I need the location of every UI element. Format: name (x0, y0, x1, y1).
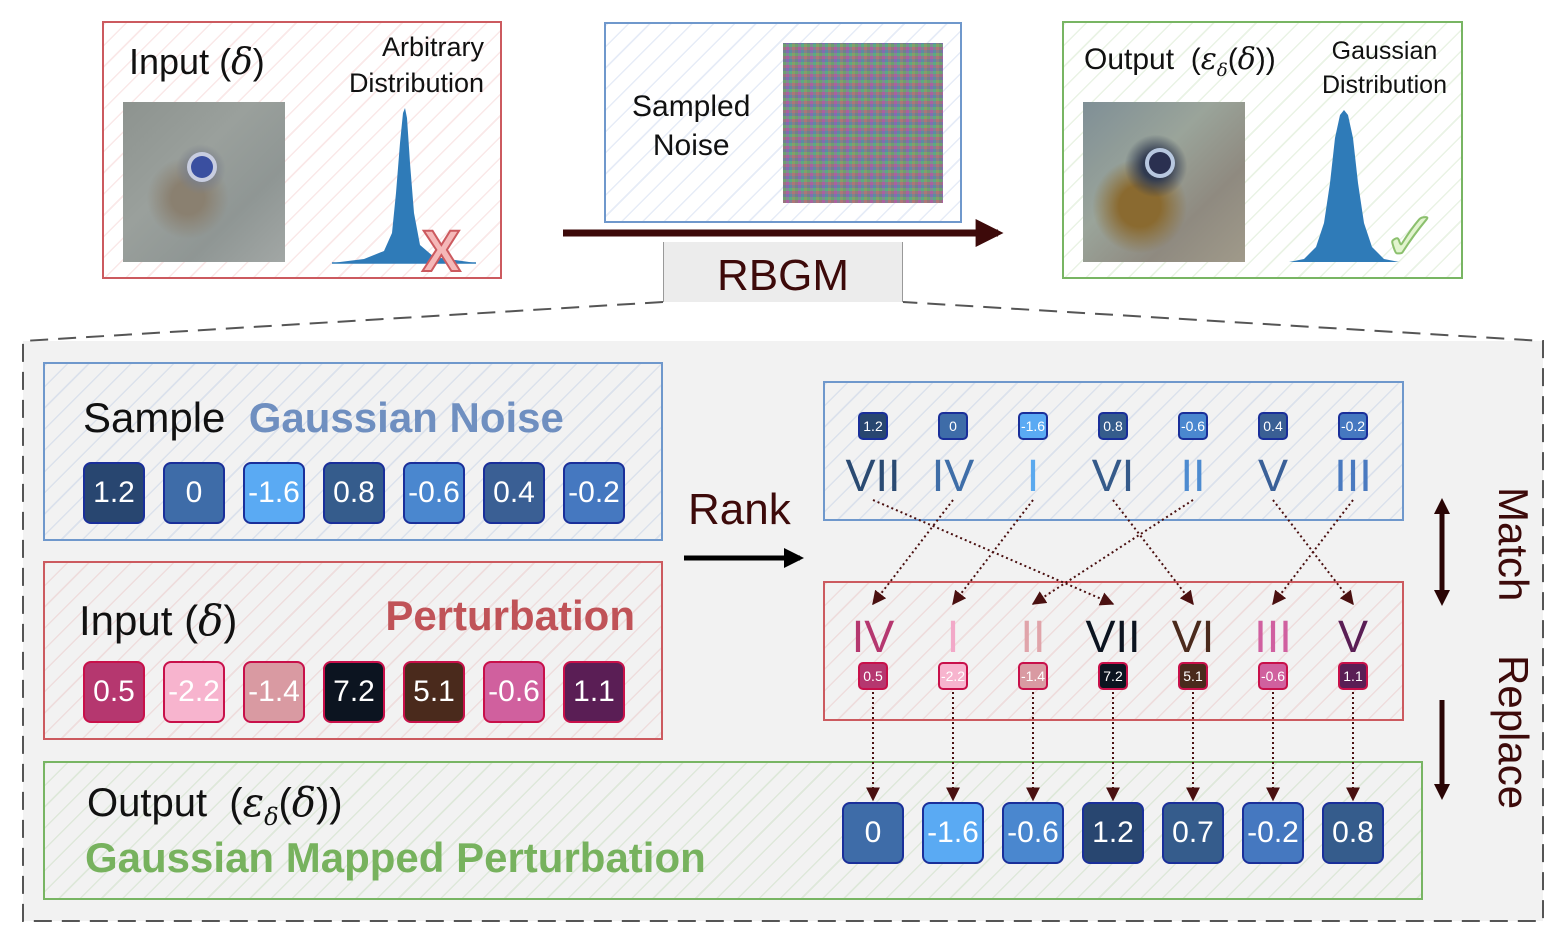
arbitrary-distribution-label: Arbitrary Distribution (348, 32, 484, 99)
perturbation-value-tile: -2.2 (163, 661, 225, 723)
top-output-title: Output (εδ(δ)) (1084, 42, 1276, 81)
output-center-dot (1149, 152, 1171, 174)
input-rank-label: IV (851, 611, 895, 662)
ranked-noise-value-tile: -1.6 (1018, 412, 1048, 440)
input-perturbation-image (123, 102, 285, 262)
perturbation-label: Perturbation (385, 592, 635, 639)
replace-label: Replace (1490, 655, 1537, 810)
input-rank-label: VII (1085, 611, 1141, 662)
noise-value-tile: 1.2 (83, 462, 145, 524)
perturbation-value-tile: 1.1 (563, 661, 625, 723)
perturbation-value-tile: -1.4 (243, 661, 305, 723)
noise-rank-label: V (1257, 450, 1288, 501)
input-rank-label: V (1337, 611, 1368, 662)
x-mark-icon: X (421, 219, 462, 284)
input-rank-label: I (946, 611, 960, 662)
ranked-input-value-tile: 0.5 (858, 662, 888, 690)
output-value-tile: 1.2 (1082, 802, 1144, 864)
ranked-input-value-tile: -0.6 (1258, 662, 1288, 690)
ranked-noise-panel (823, 381, 1404, 521)
gaussian-histogram (1289, 110, 1399, 262)
sample-panel-title: Sample Gaussian Noise (83, 394, 564, 441)
output-value-tile: -0.6 (1002, 802, 1064, 864)
noise-rank-label: IV (931, 450, 975, 501)
rbgm-label: RBGM (717, 251, 849, 300)
noise-image (783, 43, 943, 203)
noise-value-tile: -0.6 (403, 462, 465, 524)
sampled-noise-panel: Sampled Noise (604, 22, 962, 223)
ranked-noise-value-tile: 1.2 (858, 412, 888, 440)
match-label: Match (1490, 487, 1537, 602)
sample-gaussian-noise-panel: Sample Gaussian Noise 1.2 0 -1.6 0.8 -0.6 0.4… (43, 362, 663, 541)
zoom-dashed-outline (22, 301, 1544, 922)
sampled-noise-label: Sampled Noise (632, 90, 751, 162)
perturbation-value-tile: 7.2 (323, 661, 385, 723)
noise-value-tile: 0.4 (483, 462, 545, 524)
top-input-panel: Input (δ) Arbitrary Distribution X (102, 21, 502, 284)
gaussian-distribution-label: Gaussian Distribution (1321, 37, 1447, 99)
rank-label: Rank (688, 485, 791, 534)
output-value-tile: -1.6 (922, 802, 984, 864)
perturbation-value-tile: 0.5 (83, 661, 145, 723)
output-panel-title: Output (εδ(δ)) (87, 780, 343, 831)
noise-rank-label: VI (1091, 450, 1135, 501)
arbitrary-distribution-chart (332, 108, 476, 264)
noise-value-tile: 0 (163, 462, 225, 524)
ranked-input-value-tile: -2.2 (938, 662, 968, 690)
output-value-tile: 0 (842, 802, 904, 864)
top-output-panel: Output (εδ(δ)) Gaussian Distribution ✓ (1062, 21, 1463, 279)
ranked-noise-value-tile: -0.6 (1178, 412, 1208, 440)
perturbation-value-tile: 5.1 (403, 661, 465, 723)
output-value-tile: 0.7 (1162, 802, 1224, 864)
output-value-tile: -0.2 (1242, 802, 1304, 864)
input-rank-label: VI (1171, 611, 1215, 662)
noise-value-tile: -0.2 (563, 462, 625, 524)
top-input-title: Input (δ) (129, 41, 265, 83)
output-value-tile: 0.8 (1322, 802, 1384, 864)
input-rank-label: III (1254, 611, 1292, 662)
skewed-histogram (332, 108, 476, 263)
input-panel-title: Input (δ) (79, 596, 238, 645)
rbgm-label-box: RBGM (663, 242, 903, 302)
output-perturbation-image (1083, 102, 1245, 262)
perturbation-value-tile: -0.6 (483, 661, 545, 723)
match-connector-line (872, 499, 954, 606)
gaussian-distribution-chart (1289, 110, 1399, 262)
ranked-input-value-tile: 7.2 (1098, 662, 1128, 690)
ranked-noise-value-tile: 0.8 (1098, 412, 1128, 440)
noise-rank-label: III (1334, 450, 1372, 501)
gaussian-mapped-perturbation-label: Gaussian Mapped Perturbation (85, 834, 706, 881)
noise-value-tile: 0.8 (323, 462, 385, 524)
ranked-noise-value-tile: 0.4 (1258, 412, 1288, 440)
rank-match-lines (866, 499, 1360, 802)
input-perturbation-panel: Input (δ) Perturbation 0.5 -2.2 -1.4 7.2 5.1… (43, 561, 663, 740)
noise-rank-label: II (1180, 450, 1206, 501)
match-connector-line (1031, 499, 1194, 605)
ranked-input-value-tile: -1.4 (1018, 662, 1048, 690)
match-connector-line (952, 499, 1034, 606)
ranked-noise-value-tile: 0 (938, 412, 968, 440)
noise-rank-label: I (1026, 450, 1040, 501)
check-mark-icon: ✓ (1381, 199, 1440, 275)
match-connector-line (1272, 499, 1354, 606)
noise-value-tile: -1.6 (243, 462, 305, 524)
match-connector-line (1112, 499, 1194, 606)
ranked-noise-value-tile: -0.2 (1338, 412, 1368, 440)
ranked-input-value-tile: 5.1 (1178, 662, 1208, 690)
input-rank-label: II (1020, 611, 1046, 662)
perturbation-center-dot (191, 156, 213, 178)
ranked-input-value-tile: 1.1 (1338, 662, 1368, 690)
noise-rank-label: VII (845, 450, 901, 501)
